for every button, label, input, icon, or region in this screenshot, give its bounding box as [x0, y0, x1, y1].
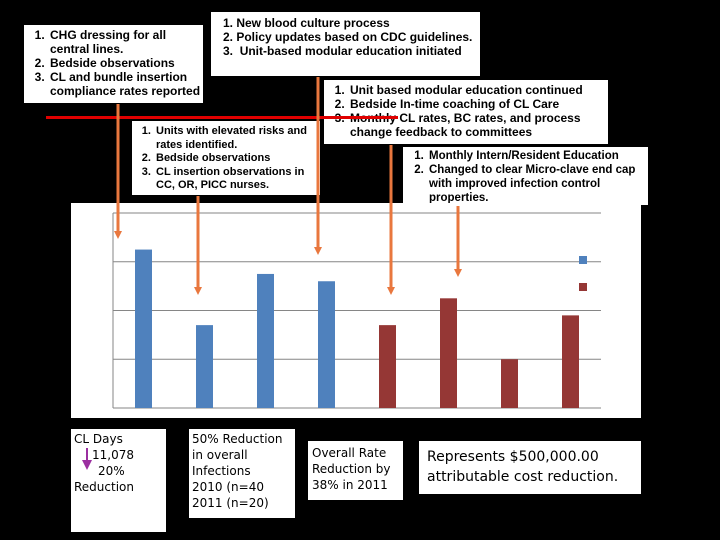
initiatives-list-4: Unit based modular education continued B… — [324, 83, 606, 139]
bar — [196, 325, 213, 408]
initiatives-list-3: Units with elevated risks and rates iden… — [132, 125, 318, 193]
box-initiatives-3: Units with elevated risks and rates iden… — [131, 120, 321, 196]
cl-days-value: 11,078 — [92, 448, 134, 462]
list-item: CL insertion observations in CC, OR, PIC… — [154, 166, 318, 193]
list-item: 3. Unit-based modular education initiate… — [223, 44, 462, 58]
cl-days-reduction: Reduction — [74, 480, 134, 494]
bar — [318, 281, 335, 408]
list-item: CL and bundle insertion compliance rates… — [48, 70, 201, 98]
bar-chart — [112, 212, 601, 409]
bar — [562, 315, 579, 408]
infections-line: in overall — [192, 448, 248, 462]
infections-line: 50% Reduction — [192, 432, 283, 446]
callout-cl-days: CL Days 11,078 20% Reduction — [71, 429, 166, 532]
chart-area — [71, 203, 641, 418]
list-item: Monthly Intern/Resident Education — [427, 149, 646, 163]
box-initiatives-2: 1. New blood culture process 2. Policy u… — [210, 11, 481, 77]
bar — [135, 249, 152, 408]
list-item: Units with elevated risks and rates iden… — [154, 125, 318, 152]
callout-overall-rate: Overall Rate Reduction by 38% in 2011 — [308, 441, 403, 500]
callout-cost: Represents $500,000.00 attributable cost… — [419, 441, 641, 494]
list-item: CHG dressing for all central lines. — [48, 28, 201, 56]
list-item: Bedside In-time coaching of CL Care — [348, 97, 606, 111]
legend-marker-series-2 — [579, 283, 587, 291]
timeline-red-line — [46, 116, 398, 119]
initiatives-list-1: CHG dressing for all central lines. Beds… — [26, 28, 201, 98]
overall-rate-line: Reduction by — [312, 462, 391, 476]
callout-infections: 50% Reduction in overall Infections 2010… — [189, 429, 295, 518]
bar — [440, 298, 457, 408]
infections-line: Infections — [192, 464, 251, 478]
cost-line: Represents $500,000.00 — [427, 449, 599, 465]
cl-days-percent: 20% — [98, 464, 125, 478]
cl-days-label: CL Days — [74, 432, 123, 446]
list-item: Unit based modular education continued — [348, 83, 606, 97]
overall-rate-line: 38% in 2011 — [312, 478, 388, 492]
initiatives-list-5: Monthly Intern/Resident Education Change… — [403, 149, 646, 205]
box-initiatives-1: CHG dressing for all central lines. Beds… — [23, 24, 204, 104]
cost-line: attributable cost reduction. — [427, 469, 619, 485]
bar — [257, 273, 274, 408]
list-item: 1. New blood culture process — [223, 16, 390, 30]
list-item: Bedside observations — [154, 152, 318, 166]
list-item: 2. Policy updates based on CDC guideline… — [223, 30, 473, 44]
box-initiatives-5: Monthly Intern/Resident Education Change… — [402, 146, 649, 206]
list-item: Changed to clear Micro-clave end cap wit… — [427, 163, 646, 205]
list-item: Bedside observations — [48, 56, 201, 70]
bar — [501, 359, 518, 408]
legend-marker-series-1 — [579, 256, 587, 264]
bar — [379, 325, 396, 408]
infections-line: 2011 (n=20) — [192, 496, 269, 510]
infections-line: 2010 (n=40 — [192, 480, 264, 494]
initiatives-list-2: 1. New blood culture process 2. Policy u… — [217, 16, 478, 58]
box-initiatives-4: Unit based modular education continued B… — [323, 79, 609, 145]
list-item: Monthly CL rates, BC rates, and process … — [348, 111, 606, 139]
overall-rate-line: Overall Rate — [312, 446, 387, 460]
